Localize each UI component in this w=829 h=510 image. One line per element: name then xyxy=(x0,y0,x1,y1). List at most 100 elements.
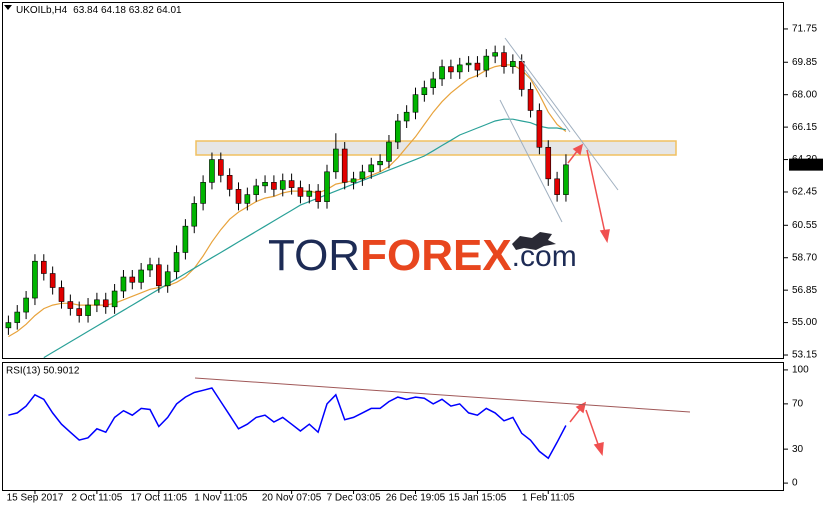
candle-body xyxy=(226,175,233,190)
candle-body xyxy=(40,260,47,274)
rsi-panel xyxy=(2,362,784,491)
price-panel xyxy=(2,2,784,359)
candle-body xyxy=(288,180,295,188)
candle-body xyxy=(76,308,82,316)
candle-body xyxy=(394,120,401,143)
watermark-main: FOREX xyxy=(360,231,512,280)
price-marker xyxy=(789,158,823,171)
candle-body xyxy=(377,161,383,166)
moving-average xyxy=(8,64,567,338)
y-tick-label: 100 xyxy=(792,365,809,376)
chart-title: UKOILb,H4 63.84 64.18 63.82 64.01 xyxy=(16,5,182,16)
candle-body xyxy=(518,61,525,90)
candle-body xyxy=(147,264,153,271)
watermark-prefix: TOR xyxy=(268,231,360,280)
candle-body xyxy=(448,66,454,73)
candle-body xyxy=(297,187,304,197)
forecast-arrows xyxy=(567,143,610,456)
candle-body xyxy=(554,178,560,195)
candle-body xyxy=(191,203,198,227)
y-tick-label: 66.15 xyxy=(792,122,817,133)
x-tick-label: 15 Sep 2017 xyxy=(7,493,64,504)
candle-body xyxy=(67,301,74,309)
candle-body xyxy=(253,185,259,195)
candle-body xyxy=(94,299,100,306)
candle-body xyxy=(324,171,330,202)
candle-body xyxy=(244,194,251,204)
y-tick-label: 53.15 xyxy=(792,350,817,361)
y-tick-label: 69.85 xyxy=(792,57,817,68)
candle-body xyxy=(386,141,392,162)
candle-body xyxy=(412,94,419,113)
candle-body xyxy=(235,189,242,204)
channel-line xyxy=(499,99,563,223)
candle-body xyxy=(492,52,498,57)
y-tick-label: 71.75 xyxy=(792,24,817,35)
ohlc: 63.84 64.18 63.82 64.01 xyxy=(73,5,182,16)
candle-body xyxy=(156,264,162,287)
plot: 71.7569.8568.0066.1564.3062.4560.5558.70… xyxy=(5,24,823,504)
candle-body xyxy=(271,182,277,190)
candle-body xyxy=(563,164,569,195)
y-tick-label: 55.00 xyxy=(792,317,817,328)
candle-body xyxy=(5,322,12,329)
candle-body xyxy=(218,159,224,176)
y-tick-label: 0 xyxy=(792,478,798,489)
candle-body xyxy=(421,87,428,95)
candle-body xyxy=(430,78,437,88)
candle-body xyxy=(306,190,313,197)
candle-body xyxy=(465,62,472,66)
candle-body xyxy=(439,66,445,80)
candle-body xyxy=(536,110,543,148)
candle-body xyxy=(545,146,552,180)
channel-line xyxy=(504,37,619,191)
candle-body xyxy=(350,178,357,183)
candle-body xyxy=(359,171,366,180)
x-tick-label: 7 Dec 03:05 xyxy=(327,493,381,504)
x-tick-label: 17 Oct 11:05 xyxy=(131,493,188,504)
moving-average xyxy=(43,118,567,359)
candle-body xyxy=(58,287,65,302)
x-tick-label: 2 Oct 11:05 xyxy=(71,493,122,504)
channel-line xyxy=(524,69,571,133)
y-tick-label: 30 xyxy=(792,444,804,455)
candle-body xyxy=(527,89,534,111)
y-tick-label: 62.45 xyxy=(792,187,817,198)
candle-body xyxy=(164,271,171,287)
x-tick-label: 1 Feb 11:05 xyxy=(522,493,575,504)
candle-body xyxy=(341,148,348,183)
x-tick-label: 26 Dec 19:05 xyxy=(386,493,446,504)
collapse-icon xyxy=(4,5,12,10)
candle-body xyxy=(403,111,410,122)
bull-icon xyxy=(512,232,556,250)
y-tick-label: 56.85 xyxy=(792,285,817,296)
candle-body xyxy=(200,182,206,204)
candle-body xyxy=(129,276,136,283)
candle-body xyxy=(120,276,127,292)
y-tick-label: 60.55 xyxy=(792,220,817,231)
candle-body xyxy=(262,182,268,187)
price-marker-label: 64.01 xyxy=(792,159,817,170)
candle-body xyxy=(501,52,507,67)
rsi-title: RSI(13) 50.9012 xyxy=(6,366,80,377)
candle-body xyxy=(85,304,91,316)
rsi-trendline xyxy=(194,377,691,413)
y-tick-label: 68.00 xyxy=(792,89,817,100)
candle-body xyxy=(32,260,38,299)
rsi-line xyxy=(8,387,567,460)
y-tick-label: 70 xyxy=(792,399,804,410)
candle-body xyxy=(483,55,490,71)
x-tick-label: 1 Nov 11:05 xyxy=(194,493,248,504)
symbol: UKOILb,H4 xyxy=(16,5,68,16)
candle-body xyxy=(23,297,29,313)
candle-body xyxy=(111,290,118,308)
candle-body xyxy=(474,62,481,71)
candle-body xyxy=(456,64,463,73)
candle-body xyxy=(173,252,180,273)
candle-body xyxy=(209,159,215,183)
candle-body xyxy=(333,148,339,173)
candle-body xyxy=(182,225,189,253)
candle-body xyxy=(315,190,321,202)
candle-body xyxy=(102,299,109,308)
